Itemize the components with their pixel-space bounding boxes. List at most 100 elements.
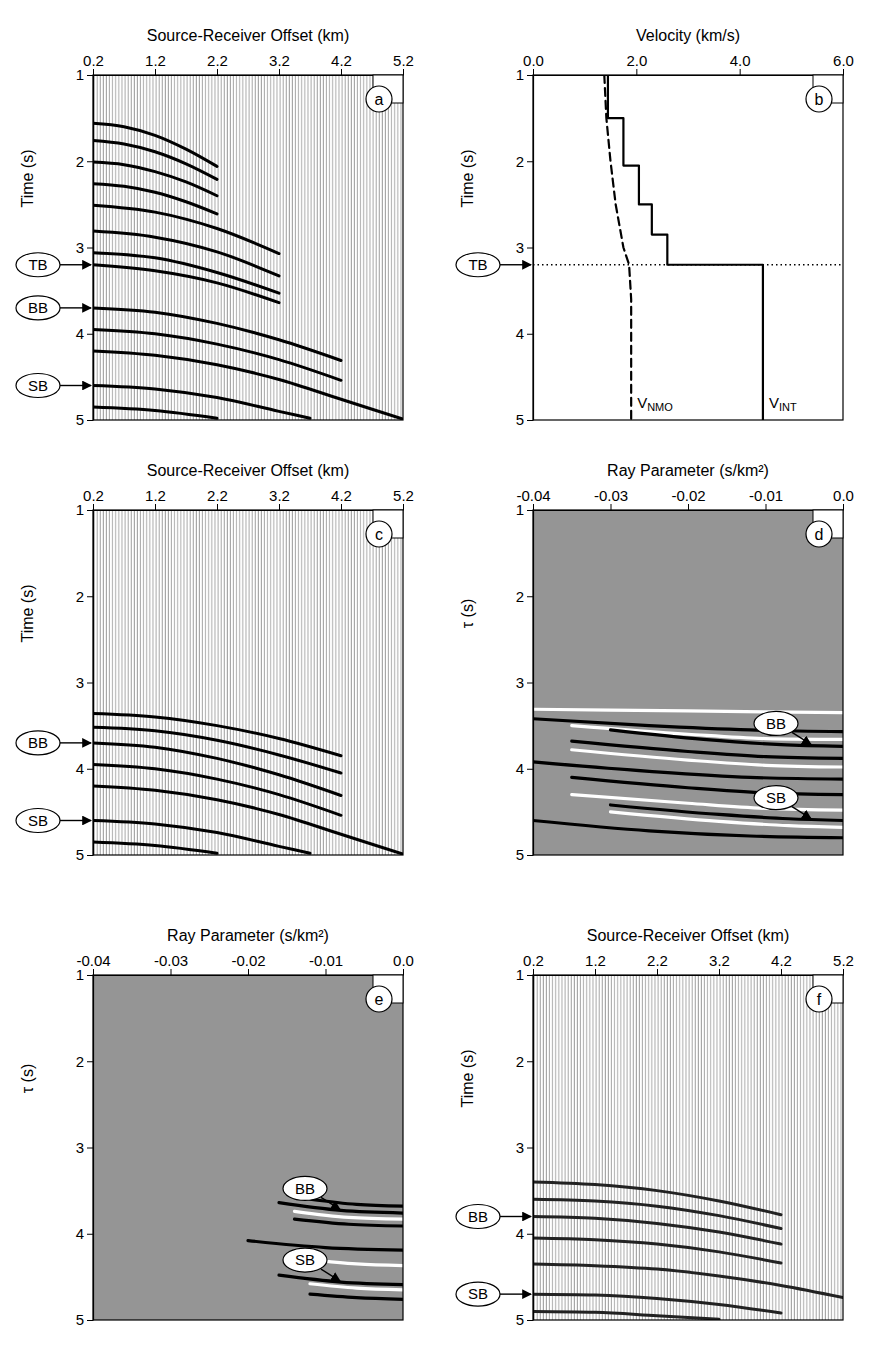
series-line [93, 386, 310, 419]
series-line [93, 786, 403, 854]
tick-mark [87, 75, 93, 76]
annotation-label: BB [28, 734, 48, 751]
annotation-oval [456, 1205, 500, 1229]
tick-mark [87, 975, 93, 976]
tick: 5.2 [833, 952, 854, 975]
x-axis-line [94, 510, 404, 511]
y-axis-line [93, 511, 94, 856]
figure: 0.21.22.23.24.25.212345Source-Receiver O… [0, 0, 889, 1355]
tick-mark [527, 683, 533, 684]
x-axis-line [534, 510, 844, 511]
tick: 2.0 [626, 52, 647, 75]
tick: 3 [516, 674, 533, 691]
reference-line [533, 264, 843, 266]
tick: 2 [76, 588, 93, 605]
tick: 5 [516, 846, 533, 863]
annotation-arrow [60, 820, 91, 821]
series-line [93, 764, 341, 815]
tick: -0.02 [671, 487, 705, 510]
tick-label: 1 [516, 501, 524, 518]
y-axis-title: τ (s) [459, 599, 476, 628]
annotation-oval [283, 1248, 327, 1272]
annotation-arrow [60, 742, 91, 743]
tick-label: 1 [76, 966, 84, 983]
series-line [608, 75, 763, 420]
tick-mark [611, 504, 612, 510]
tick-mark [87, 1061, 93, 1062]
tick-label: -0.03 [154, 952, 188, 969]
x-axis-line [534, 75, 844, 76]
series-line [295, 1211, 404, 1219]
tick-mark [87, 510, 93, 511]
plot-frame [93, 510, 403, 855]
tick-mark [527, 769, 533, 770]
tick-label: 4.2 [331, 487, 352, 504]
tick: 0.0 [393, 952, 414, 975]
plot-frame [533, 75, 843, 420]
tick-mark [527, 1148, 533, 1149]
annotation-arrow [60, 385, 91, 386]
series-line [533, 1182, 781, 1215]
series-line [93, 141, 217, 180]
series-label: VINT [769, 394, 797, 413]
tick-mark [248, 969, 249, 975]
tick-label: 4.0 [730, 52, 751, 69]
annotation-oval [456, 253, 500, 277]
tick-mark [843, 504, 844, 510]
x-axis-title: Source-Receiver Offset (km) [147, 27, 349, 44]
annotation-label: SB [766, 789, 786, 806]
tick: 5 [516, 1311, 533, 1328]
annotation-label: BB [468, 1208, 488, 1225]
annotation-label: BB [295, 1180, 315, 1197]
tick: 4 [76, 325, 93, 342]
tick: 5 [516, 411, 533, 428]
series-line [572, 777, 843, 794]
series-line [604, 75, 631, 420]
tick: -0.01 [309, 952, 343, 975]
tick-mark [87, 683, 93, 684]
panel-label: e [375, 991, 384, 1008]
plot-area [93, 510, 403, 855]
tick: 5 [76, 846, 93, 863]
y-axis-title: Time (s) [459, 149, 476, 207]
annotation-arrow [321, 1269, 340, 1281]
series-line [310, 1284, 403, 1290]
x-axis: 0.02.04.06.0 [523, 52, 854, 76]
tick-label: 1 [516, 66, 524, 83]
tick: -0.02 [231, 952, 265, 975]
annotation-oval [16, 253, 60, 277]
tick-mark [279, 504, 280, 510]
panel-label-circle [806, 986, 832, 1012]
tick-mark [217, 504, 218, 510]
tick-label: 5 [76, 411, 84, 428]
series-line [93, 714, 341, 756]
tick-mark [93, 969, 94, 975]
tick: 3.2 [269, 52, 290, 75]
tick-mark [688, 504, 689, 510]
tick: 2.2 [207, 487, 228, 510]
tick-label: 3.2 [709, 952, 730, 969]
tick-mark [155, 69, 156, 75]
annotation-label: SB [28, 812, 48, 829]
tick: 0.0 [523, 52, 544, 75]
tick-label: 1.2 [145, 487, 166, 504]
panel-label: b [815, 91, 824, 108]
tick-mark [527, 248, 533, 249]
series-line [310, 1199, 403, 1206]
y-axis: 12345 [76, 66, 94, 428]
tick-label: 5.2 [393, 487, 414, 504]
series-line [93, 821, 310, 854]
series-line [93, 351, 403, 419]
tick: 0.2 [523, 952, 544, 975]
annotation-oval [456, 1282, 500, 1306]
series-line [93, 329, 341, 380]
tick: 3 [76, 1139, 93, 1156]
tick-label: 3 [76, 239, 84, 256]
tick: 4 [516, 1225, 533, 1242]
x-axis: 0.21.22.23.24.25.2 [83, 52, 414, 76]
plot-frame [93, 975, 403, 1320]
x-axis-line [534, 975, 844, 976]
series-line [611, 812, 844, 828]
series-line [279, 1275, 403, 1284]
tick-mark [533, 504, 534, 510]
